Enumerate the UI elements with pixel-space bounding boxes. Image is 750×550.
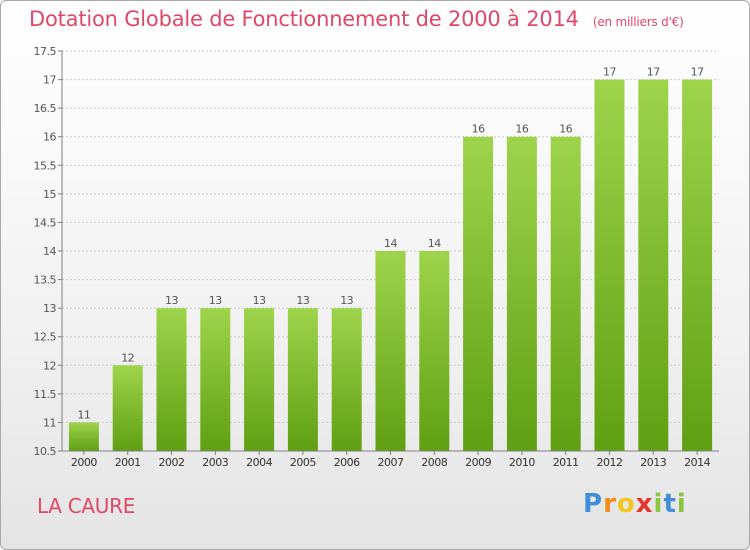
x-tick-label: 2013 [640, 456, 666, 469]
x-tick-label: 2008 [421, 456, 447, 469]
bar [550, 136, 581, 451]
y-tick-label: 12.5 [34, 331, 57, 344]
logo-letter: P [583, 489, 604, 519]
x-tick-label: 2009 [465, 456, 491, 469]
x-tick-label: 2014 [684, 456, 710, 469]
title-text: Dotation Globale de Fonctionnement de 20… [29, 7, 579, 31]
y-tick-label: 11 [43, 416, 56, 429]
bar [244, 308, 275, 451]
x-tick-label: 2003 [202, 456, 228, 469]
bar [506, 136, 537, 451]
x-axis-labels: 2000 2001 2002 2003 2004 2005 2006 2007 2008 2009… [71, 451, 711, 469]
logo-letter: r [603, 489, 617, 519]
bar-value-label: 16 [472, 123, 485, 136]
y-tick-label: 11.5 [34, 388, 57, 401]
bar [463, 136, 494, 451]
bar-value-label: 14 [428, 237, 441, 250]
logo-letter: t [663, 489, 677, 519]
y-tick-label: 14.5 [34, 216, 57, 229]
x-tick-label: 2001 [115, 456, 141, 469]
bar [112, 365, 143, 451]
bar-value-label: 13 [296, 294, 309, 307]
bar-value-label: 11 [77, 408, 90, 421]
y-tick-label: 13 [43, 302, 56, 315]
y-tick-label: 15.5 [34, 159, 57, 172]
logo-letter: i [653, 489, 664, 519]
y-tick-label: 17.5 [34, 45, 57, 58]
bar [68, 422, 99, 451]
unit-label: (en milliers d'€) [592, 15, 684, 29]
bar-value-label: 14 [384, 237, 397, 250]
bar-value-label: 13 [340, 294, 353, 307]
bar-value-label: 13 [253, 294, 266, 307]
x-tick-label: 2006 [334, 456, 360, 469]
bar [419, 251, 450, 451]
bar-value-label: 17 [603, 66, 616, 79]
y-tick-label: 10.5 [34, 445, 57, 458]
y-axis-ticks: 10.5 11 11.5 12 12.5 13 13.5 14 14.5 15 15.5 16 16.5… [34, 45, 62, 458]
bar-value-label: 16 [515, 123, 528, 136]
proxiti-logo: Proxiti [583, 489, 687, 519]
bars [68, 79, 713, 452]
bar [638, 79, 669, 452]
y-tick-label: 12 [43, 359, 56, 372]
bar-value-label: 17 [691, 66, 704, 79]
commune-name: LA CAURE [37, 494, 136, 518]
bar-value-label: 16 [559, 123, 572, 136]
bar [682, 79, 713, 452]
x-tick-label: 2012 [597, 456, 623, 469]
bar-value-label: 13 [209, 294, 222, 307]
bar [594, 79, 625, 452]
y-tick-label: 16.5 [34, 102, 57, 115]
y-tick-label: 15 [43, 188, 56, 201]
x-tick-label: 2000 [71, 456, 97, 469]
bar [287, 308, 318, 451]
bar-value-label: 12 [121, 351, 134, 364]
bar-value-label: 13 [165, 294, 178, 307]
x-tick-label: 2011 [553, 456, 579, 469]
x-tick-label: 2005 [290, 456, 316, 469]
bar [331, 308, 362, 451]
bar [375, 251, 406, 451]
y-tick-label: 14 [43, 245, 56, 258]
y-tick-label: 16 [43, 131, 56, 144]
y-tick-label: 17 [43, 74, 56, 87]
logo-letter: x [635, 489, 654, 519]
x-tick-label: 2002 [159, 456, 185, 469]
bar [200, 308, 231, 451]
y-tick-label: 13.5 [34, 274, 57, 287]
bar-value-label: 17 [647, 66, 660, 79]
x-tick-label: 2010 [509, 456, 535, 469]
value-labels: 11 12 13 13 13 13 13 14 14 16 16 16 17 17 17 [77, 66, 704, 422]
x-tick-label: 2007 [378, 456, 404, 469]
chart-title: Dotation Globale de Fonctionnement de 20… [29, 7, 684, 31]
logo-letter: i [676, 489, 687, 519]
logo-letter: o [616, 489, 636, 519]
x-tick-label: 2004 [246, 456, 272, 469]
bar [156, 308, 187, 451]
